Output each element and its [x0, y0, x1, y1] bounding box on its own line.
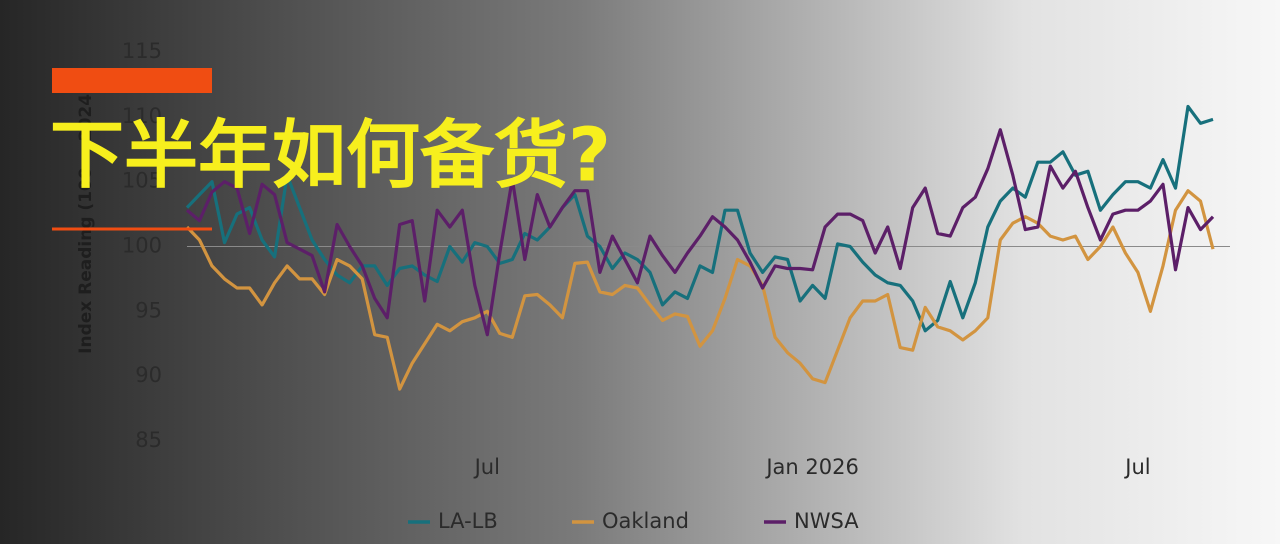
series-line	[185, 128, 1215, 337]
y-axis-title: Index Reading (100 = 2024)	[76, 86, 96, 354]
series-line	[185, 189, 1215, 391]
series-line	[185, 104, 1214, 333]
y-tick-label: 115	[122, 39, 162, 63]
legend-label: LA-LB	[438, 509, 498, 533]
x-tick-label: Jul	[473, 455, 500, 479]
legend-label: Oakland	[602, 509, 689, 533]
plot-area: 85 90 95 100 105 110 115 Jul Jan 2026 Jul LA-LB Oak…	[122, 39, 1230, 533]
y-tick-label: 85	[135, 428, 162, 452]
y-tick-label: 110	[122, 104, 162, 128]
x-tick-label: Jul	[1123, 455, 1150, 479]
y-tick-label: 105	[122, 169, 162, 193]
y-tick-label: 95	[135, 298, 162, 322]
y-tick-label: 100	[122, 234, 162, 258]
banner-title: 下半年如何备货?	[50, 113, 611, 199]
y-tick-label: 90	[135, 363, 162, 387]
legend-label: NWSA	[794, 509, 859, 533]
x-tick-label: Jan 2026	[764, 455, 859, 479]
banner-bar	[52, 68, 212, 93]
